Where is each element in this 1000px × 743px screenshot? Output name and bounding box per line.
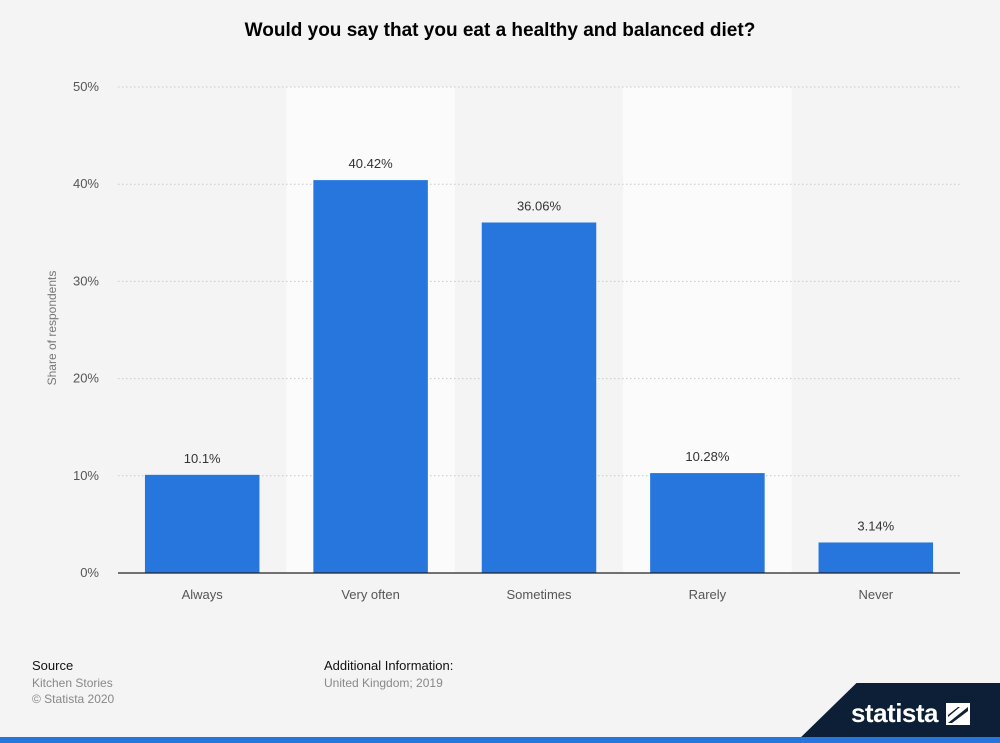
- data-label: 40.42%: [349, 156, 394, 171]
- data-label: 3.14%: [857, 518, 894, 533]
- bar: [481, 222, 597, 573]
- additional-text: United Kingdom; 2019: [324, 676, 443, 690]
- bar: [818, 542, 934, 573]
- y-tick-label: 0%: [80, 565, 99, 580]
- y-tick-label: 40%: [73, 176, 99, 191]
- bottom-accent-bar: [0, 737, 1000, 743]
- bar-chart: 0% 10% 20% 30% 40% 50% 10.1% Always 40.42% Very o…: [45, 79, 960, 602]
- bar: [650, 473, 765, 573]
- additional-heading: Additional Information:: [324, 658, 454, 673]
- y-axis-title: Share of respondents: [45, 271, 59, 386]
- y-tick-label: 30%: [73, 273, 99, 288]
- x-tick-label: Always: [182, 587, 224, 602]
- additional-info-block: Additional Information: United Kingdom; …: [324, 658, 453, 692]
- x-tick-label: Rarely: [689, 587, 727, 602]
- x-tick-label: Very often: [341, 587, 400, 602]
- data-label: 10.28%: [685, 449, 730, 464]
- source-name[interactable]: Kitchen Stories: [32, 676, 113, 690]
- data-label: 10.1%: [184, 451, 221, 466]
- source-block: Source Kitchen Stories © Statista 2020: [32, 658, 114, 708]
- brand-name[interactable]: statista: [850, 698, 939, 728]
- bar: [313, 180, 428, 573]
- source-heading: Source: [32, 658, 74, 673]
- bar: [144, 474, 260, 573]
- x-tick-label: Never: [858, 587, 893, 602]
- statista-logo-icon: [946, 703, 970, 725]
- x-tick-label: Sometimes: [506, 587, 572, 602]
- y-tick-label: 10%: [73, 468, 99, 483]
- y-tick-label: 20%: [73, 371, 99, 386]
- data-label: 36.06%: [517, 198, 562, 213]
- chart-title: Would you say that you eat a healthy and…: [244, 20, 756, 41]
- y-tick-label: 50%: [73, 79, 99, 94]
- copyright: © Statista 2020: [32, 692, 115, 706]
